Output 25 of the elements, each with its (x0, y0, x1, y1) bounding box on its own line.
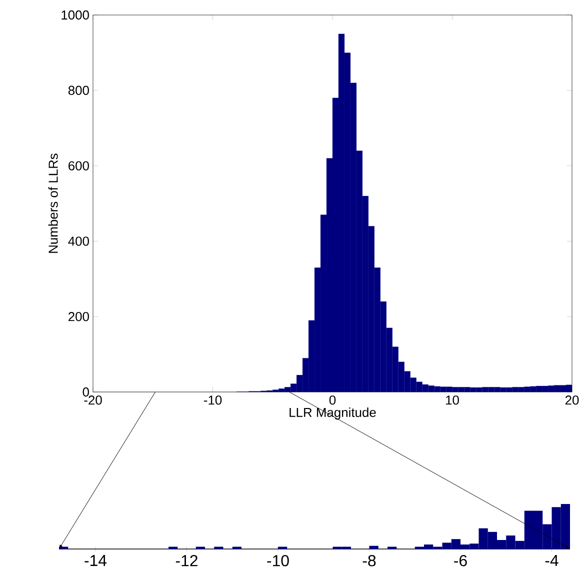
bar (168, 546, 178, 550)
y-tick-label: 800 (68, 86, 89, 96)
x-tick-label: -6 (454, 555, 467, 566)
y-tick-label: 400 (68, 236, 89, 246)
x-tick-label: -14 (84, 555, 107, 566)
x-tick-label: 10 (446, 396, 459, 405)
bar (214, 546, 224, 550)
x-tick-label: -4 (545, 555, 558, 566)
x-tick-label: 20 (565, 396, 579, 405)
y-tick-label: 0 (82, 388, 89, 397)
bar (196, 546, 205, 550)
x-tick-label: -12 (176, 555, 198, 566)
x-tick-label: -10 (204, 396, 222, 405)
x-tick-label: -10 (267, 555, 289, 566)
x-tick-label: 0 (329, 396, 336, 405)
y-tick-label: 600 (68, 161, 89, 171)
x-tick-label: -8 (362, 555, 376, 566)
bar (232, 546, 242, 550)
bar (388, 546, 397, 550)
y-tick-label: 200 (68, 312, 89, 322)
y-tick-label: 1000 (62, 10, 89, 20)
x-tick-label: -20 (84, 396, 102, 405)
bar (278, 546, 288, 550)
y-axis-title: Numbers of LLRs (48, 154, 58, 254)
bar (369, 546, 378, 550)
